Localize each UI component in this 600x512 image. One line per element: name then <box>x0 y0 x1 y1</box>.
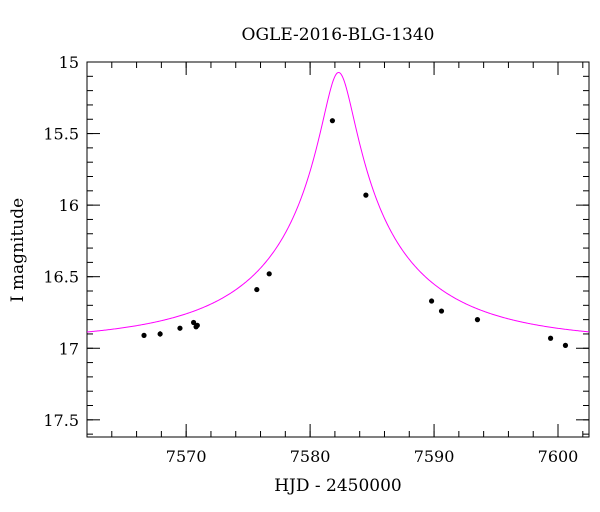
y-tick-label: 16.5 <box>43 268 79 287</box>
y-axis-label: I magnitude <box>8 198 28 302</box>
data-point <box>194 322 200 328</box>
data-point <box>141 332 147 338</box>
data-point <box>438 308 445 314</box>
x-tick-label: 7570 <box>166 447 207 466</box>
y-tick-label: 16 <box>59 196 79 215</box>
chart-title: OGLE-2016-BLG-1340 <box>242 25 435 45</box>
y-tick-label: 15 <box>59 53 79 72</box>
data-point <box>547 335 554 341</box>
data-point <box>157 331 163 337</box>
data-point <box>329 118 336 124</box>
data-point <box>177 325 183 331</box>
plot-area: 7570 7580 7590 7600 15 15.5 16 16.5 17 17.5 <box>43 53 590 466</box>
data-point <box>254 286 260 293</box>
data-point <box>363 192 369 198</box>
x-tick-label: 7580 <box>290 447 331 466</box>
x-axis-label: HJD - 2450000 <box>274 476 402 496</box>
model-curve <box>86 71 590 333</box>
data-point <box>474 317 481 323</box>
plot-frame <box>86 61 590 438</box>
data-point <box>428 298 435 304</box>
y-tick-label: 17.5 <box>43 411 79 430</box>
x-tick-label: 7590 <box>414 447 455 466</box>
data-point <box>562 342 569 348</box>
x-tick-label: 7600 <box>538 447 579 466</box>
y-tick-label: 17 <box>59 339 79 358</box>
data-point <box>190 319 197 326</box>
y-tick-label: 15.5 <box>43 125 79 144</box>
data-point <box>266 271 272 277</box>
